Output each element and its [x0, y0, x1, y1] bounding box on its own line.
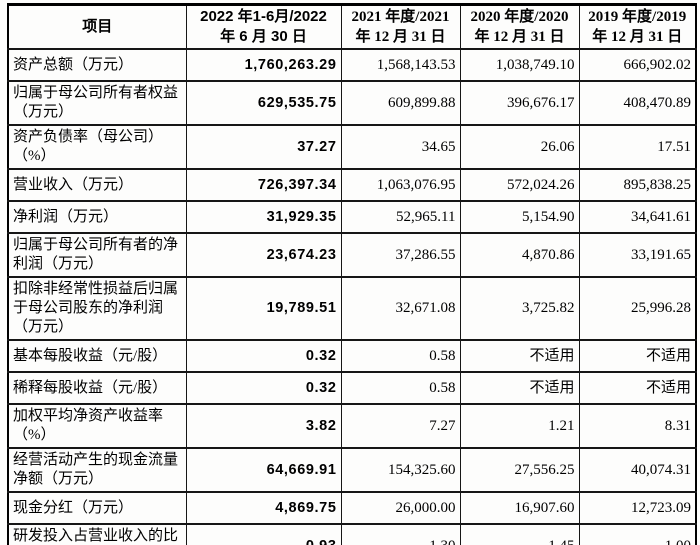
- value-cell: 726,397.34: [185, 168, 342, 202]
- value-cell: 27,556.25: [459, 447, 580, 493]
- financial-summary-table: 项目 2022 年1-6月/2022 年 6 月 30 日 2021 年度/20…: [7, 3, 697, 545]
- value-cell: 37.27: [185, 124, 342, 170]
- value-cell: 52,965.11: [340, 200, 461, 234]
- value-cell: 3.82: [185, 403, 342, 449]
- value-cell: 17.51: [578, 124, 697, 170]
- value-cell: 1.00: [578, 523, 697, 545]
- value-cell: 32,671.08: [340, 276, 461, 341]
- value-cell: 666,902.02: [578, 48, 697, 82]
- table-row: 现金分红（万元） 4,869.75 26,000.00 16,907.60 12,723…: [7, 491, 697, 525]
- value-cell: 16,907.60: [459, 491, 580, 525]
- table-row: 经营活动产生的现金流量净额（万元） 64,669.91 154,325.60 27,5…: [7, 447, 697, 493]
- value-cell: 1.30: [340, 523, 461, 545]
- value-cell: 19,789.51: [185, 276, 342, 341]
- item-label-cell: 营业收入（万元）: [7, 168, 187, 202]
- value-cell: 1,063,076.95: [340, 168, 461, 202]
- header-period-2019: 2019 年度/2019 年 12 月 31 日: [578, 3, 697, 50]
- table-row: 扣除非经常性损益后归属于母公司股东的净利润（万元） 19,789.51 32,671…: [7, 276, 697, 341]
- value-cell: 572,024.26: [459, 168, 580, 202]
- value-cell: 1.21: [459, 403, 580, 449]
- table-body: 资产总额（万元） 1,760,263.29 1,568,143.53 1,038,74…: [7, 48, 697, 545]
- value-cell: 3,725.82: [459, 276, 580, 341]
- header-period-2021: 2021 年度/2021 年 12 月 31 日: [340, 3, 461, 50]
- value-cell: 0.32: [185, 339, 342, 373]
- header-period-2019-line1: 2019 年度/2019: [588, 9, 687, 25]
- value-cell: 396,676.17: [459, 80, 580, 126]
- table-row: 归属于母公司所有者权益（万元） 629,535.75 609,899.88 396,6…: [7, 80, 697, 126]
- table-row: 净利润（万元） 31,929.35 52,965.11 5,154.90 34,641.…: [7, 200, 697, 234]
- item-label-cell: 资产总额（万元）: [7, 48, 187, 82]
- header-period-2021-line1: 2021 年度/2021: [351, 9, 450, 25]
- item-label-cell: 加权平均净资产收益率（%）: [7, 403, 187, 449]
- value-cell: 37,286.55: [340, 232, 461, 278]
- item-label-cell: 稀释每股收益（元/股）: [7, 371, 187, 405]
- item-label-cell: 研发投入占营业收入的比例（%）: [7, 523, 187, 545]
- table-row: 加权平均净资产收益率（%） 3.82 7.27 1.21 8.31: [7, 403, 697, 449]
- item-label-cell: 归属于母公司所有者的净利润（万元）: [7, 232, 187, 278]
- item-label-cell: 经营活动产生的现金流量净额（万元）: [7, 447, 187, 493]
- item-label-cell: 归属于母公司所有者权益（万元）: [7, 80, 187, 126]
- value-cell: 0.32: [185, 371, 342, 405]
- value-cell: 1,038,749.10: [459, 48, 580, 82]
- value-cell: 31,929.35: [185, 200, 342, 234]
- table-row: 营业收入（万元） 726,397.34 1,063,076.95 572,024.26…: [7, 168, 697, 202]
- value-cell: 154,325.60: [340, 447, 461, 493]
- header-period-2022: 2022 年1-6月/2022 年 6 月 30 日: [185, 3, 342, 50]
- value-cell: 1.45: [459, 523, 580, 545]
- value-cell: 4,869.75: [185, 491, 342, 525]
- value-cell: 40,074.31: [578, 447, 697, 493]
- item-label-cell: 现金分红（万元）: [7, 491, 187, 525]
- value-cell: 609,899.88: [340, 80, 461, 126]
- item-label-cell: 基本每股收益（元/股）: [7, 339, 187, 373]
- value-cell: 25,996.28: [578, 276, 697, 341]
- header-period-2019-line2: 年 12 月 31 日: [592, 29, 683, 45]
- value-cell: 1,760,263.29: [185, 48, 342, 82]
- value-cell: 34,641.61: [578, 200, 697, 234]
- header-period-2020-line2: 年 12 月 31 日: [474, 29, 565, 45]
- value-cell: 8.31: [578, 403, 697, 449]
- value-cell: 629,535.75: [185, 80, 342, 126]
- table-row: 研发投入占营业收入的比例（%）0.931.301.451.00: [7, 523, 697, 545]
- value-cell: 26,000.00: [340, 491, 461, 525]
- value-cell: 1,568,143.53: [340, 48, 461, 82]
- header-period-2022-line2: 年 6 月 30 日: [220, 28, 307, 45]
- value-cell: 895,838.25: [578, 168, 697, 202]
- table-row: 归属于母公司所有者的净利润（万元） 23,674.23 37,286.55 4,870…: [7, 232, 697, 278]
- value-cell: 34.65: [340, 124, 461, 170]
- table-row: 资产总额（万元） 1,760,263.29 1,568,143.53 1,038,74…: [7, 48, 697, 82]
- value-cell: 7.27: [340, 403, 461, 449]
- value-cell: 0.58: [340, 339, 461, 373]
- value-cell: 408,470.89: [578, 80, 697, 126]
- header-period-2021-line2: 年 12 月 31 日: [355, 29, 446, 45]
- header-item-column: 项目: [7, 3, 187, 50]
- value-cell: 33,191.65: [578, 232, 697, 278]
- table-row: 基本每股收益（元/股） 0.32 0.58 不适用 不适用: [7, 339, 697, 373]
- value-cell: 23,674.23: [185, 232, 342, 278]
- value-cell: 26.06: [459, 124, 580, 170]
- value-cell: 不适用: [459, 339, 580, 373]
- value-cell: 不适用: [578, 339, 697, 373]
- header-period-2020-line1: 2020 年度/2020: [470, 9, 569, 25]
- item-label-cell: 净利润（万元）: [7, 200, 187, 234]
- value-cell: 4,870.86: [459, 232, 580, 278]
- header-row: 项目 2022 年1-6月/2022 年 6 月 30 日 2021 年度/20…: [7, 3, 697, 50]
- table-row: 稀释每股收益（元/股） 0.32 0.58 不适用 不适用: [7, 371, 697, 405]
- item-label-cell: 扣除非经常性损益后归属于母公司股东的净利润（万元）: [7, 276, 187, 341]
- header-period-2022-line1: 2022 年1-6月/2022: [200, 8, 327, 25]
- value-cell: 12,723.09: [578, 491, 697, 525]
- table-row: 资产负债率（母公司）（%） 37.27 34.65 26.06 17.51: [7, 124, 697, 170]
- value-cell: 0.58: [340, 371, 461, 405]
- value-cell: 64,669.91: [185, 447, 342, 493]
- value-cell: 5,154.90: [459, 200, 580, 234]
- value-cell: 不适用: [459, 371, 580, 405]
- item-label-cell: 资产负债率（母公司）（%）: [7, 124, 187, 170]
- value-cell: 0.93: [185, 523, 342, 545]
- value-cell: 不适用: [578, 371, 697, 405]
- header-period-2020: 2020 年度/2020 年 12 月 31 日: [459, 3, 580, 50]
